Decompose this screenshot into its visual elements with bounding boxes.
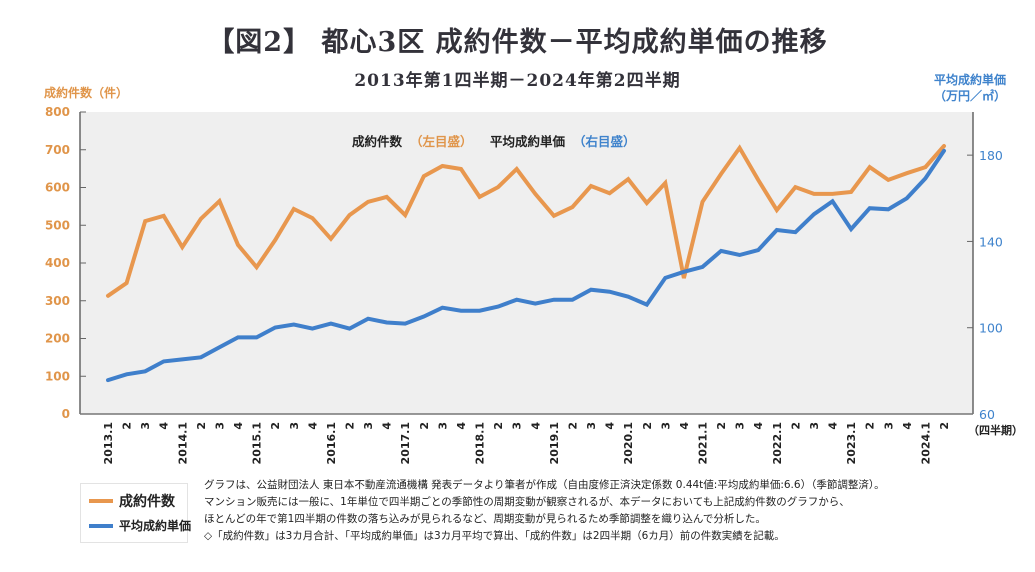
- x-tick-label: 4: [604, 422, 617, 430]
- x-tick-label: 3: [436, 422, 449, 430]
- left-axis-label: 成約件数（件）: [44, 86, 129, 100]
- x-tick-label: 2017.1: [399, 422, 412, 464]
- right-axis-label-line2: （万円／㎡）: [933, 89, 1006, 103]
- right-tick-label: 140: [979, 234, 1003, 249]
- left-tick-label: 300: [45, 294, 70, 308]
- right-tick-label: 60: [979, 407, 995, 422]
- left-tick-label: 0: [62, 407, 70, 421]
- x-tick-label: 2023.1: [845, 422, 858, 464]
- chart-title: 【図2】 都心3区 成約件数－平均成約単価の推移: [207, 27, 828, 58]
- x-tick-label: 2: [121, 422, 134, 430]
- legend-swatch-orange: [89, 499, 113, 503]
- footnote-line: ほとんどの年で第1四半期の件数の落ち込みが見られるなど、周期変動が見られるため季…: [204, 513, 766, 525]
- legend-swatch-blue: [89, 523, 113, 528]
- footnote-line: ◇「成約件数」は3カ月合計、「平均成約単価」は3カ月平均で算出、「成約件数」は2…: [204, 530, 785, 542]
- right-tick-label: 180: [979, 148, 1003, 163]
- x-tick-label: 3: [362, 422, 375, 430]
- plot-area: [80, 112, 973, 414]
- left-tick-label: 500: [45, 218, 70, 232]
- x-tick-label: 4: [158, 422, 171, 430]
- x-tick-label: 4: [827, 422, 840, 430]
- x-tick-label: 3: [288, 422, 301, 430]
- x-tick-label: 4: [232, 422, 245, 430]
- x-tick-label: 3: [808, 422, 821, 430]
- right-axis: 60 100 140 180: [967, 112, 1003, 422]
- x-tick-label: 2: [418, 422, 431, 430]
- x-tick-label: 3: [511, 422, 524, 430]
- series-layer: [106, 144, 946, 383]
- x-tick-label: 2: [269, 422, 282, 430]
- x-tick-label: 4: [529, 422, 542, 430]
- inline-legend-series1-note: （左目盛）: [410, 134, 473, 149]
- x-tick-label: 4: [455, 422, 468, 430]
- x-tick-label: 2: [566, 422, 579, 430]
- x-tick-label: 2: [195, 422, 208, 430]
- x-tick-label: 2: [344, 422, 357, 430]
- footnotes: グラフは、公益財団法人 東日本不動産流通機構 発表データより筆者が作成（自由度修…: [204, 477, 885, 545]
- footnote-line: グラフは、公益財団法人 東日本不動産流通機構 発表データより筆者が作成（自由度修…: [204, 479, 885, 491]
- x-tick-label: 3: [734, 422, 747, 430]
- x-tick-label: 2013.1: [102, 422, 115, 464]
- series-line-price: [106, 148, 946, 383]
- right-tick-label: 100: [979, 321, 1003, 336]
- x-tick-label: 4: [678, 422, 691, 430]
- left-tick-label: 800: [45, 105, 70, 119]
- left-tick-label: 700: [45, 143, 70, 157]
- left-tick-label: 600: [45, 181, 70, 195]
- chart-subtitle: 2013年第1四半期－2024年第2四半期: [354, 71, 681, 91]
- x-tick-label: 3: [213, 422, 226, 430]
- x-tick-label: 2: [492, 422, 505, 430]
- left-axis: 0 100 200 300 400 500 600 700 800: [45, 105, 86, 421]
- x-tick-label: 4: [381, 422, 394, 430]
- left-tick-label: 200: [45, 332, 70, 346]
- x-tick-label: 2022.1: [771, 422, 784, 464]
- inline-legend-series1: 成約件数: [352, 134, 403, 149]
- x-tick-label: 2021.1: [696, 422, 709, 464]
- x-tick-label: 3: [139, 422, 152, 430]
- x-tick-label: 3: [585, 422, 598, 430]
- left-tick-label: 100: [45, 369, 70, 383]
- x-tick-label: 2: [864, 422, 877, 430]
- legend-label: 成約件数: [119, 494, 175, 510]
- x-tick-label: 2018.1: [474, 422, 487, 464]
- legend-item-count: 成約件数: [89, 491, 175, 511]
- x-tick-label: 4: [752, 422, 765, 430]
- x-tick-label: 4: [306, 422, 319, 430]
- legend-item-price: 平均成約単価: [89, 517, 191, 534]
- inline-legend-series2: 平均成約単価: [490, 134, 566, 149]
- x-unit-label: （四半期）: [968, 423, 1023, 437]
- right-axis-label: 平均成約単価 （万円／㎡）: [920, 72, 1020, 104]
- x-tick-label: 3: [659, 422, 672, 430]
- x-tick-label: 2015.1: [251, 422, 264, 464]
- x-tick-label: 2014.1: [176, 422, 189, 464]
- inline-legend-series2-note: （右目盛）: [573, 134, 636, 149]
- x-axis: 2013.1 2 3 4 2014.1 2 3 4 2015.1 2 3 4 2016.1 2 3 4 2017…: [80, 413, 973, 464]
- x-tick-label: 2016.1: [325, 422, 338, 464]
- left-tick-label: 400: [45, 256, 70, 270]
- x-tick-label: 2: [789, 422, 802, 430]
- x-tick-label: 3: [882, 422, 895, 430]
- x-tick-label: 2020.1: [622, 422, 635, 464]
- x-tick-label: 2: [938, 422, 951, 430]
- footnote-line: マンション販売には一般に、1年単位で四半期ごとの季節性の周期変動が観察されるが、…: [204, 496, 850, 508]
- legend: 成約件数 平均成約単価: [80, 483, 191, 543]
- right-axis-label-line1: 平均成約単価: [933, 73, 1006, 87]
- series-line-count: [106, 144, 946, 298]
- x-tick-label: 2: [715, 422, 728, 430]
- x-tick-label: 2019.1: [548, 422, 561, 464]
- x-tick-label: 4: [901, 422, 914, 430]
- x-tick-label: 2: [641, 422, 654, 430]
- x-tick-label: 2024.1: [919, 422, 932, 464]
- legend-label: 平均成約単価: [119, 519, 192, 533]
